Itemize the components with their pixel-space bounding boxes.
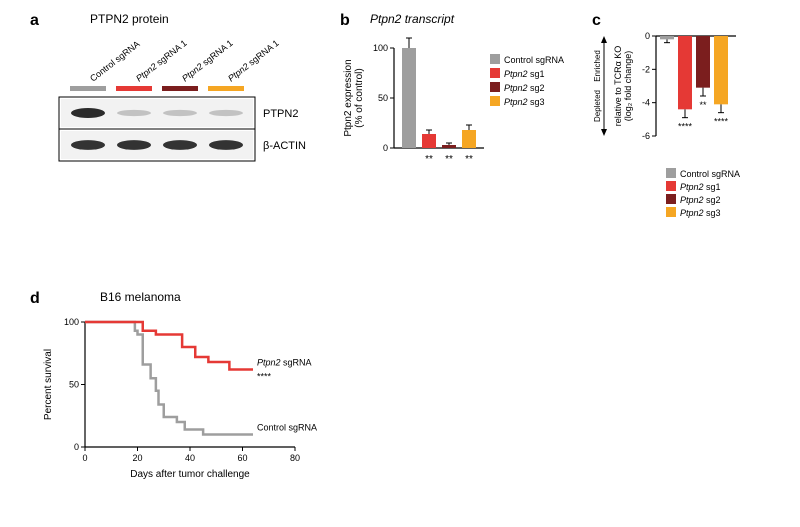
legend-label: Ptpn2 sg1 (504, 69, 545, 79)
bar (678, 36, 692, 109)
bar (696, 36, 710, 88)
legend-swatch (666, 194, 676, 204)
svg-text:40: 40 (185, 453, 195, 463)
svg-text:50: 50 (378, 93, 388, 103)
legend-swatch (666, 168, 676, 178)
svg-text:Enriched: Enriched (593, 50, 602, 82)
legend-label: Control sgRNA (680, 169, 740, 179)
legend-label: Ptpn2 sg2 (680, 195, 721, 205)
legend-swatch (666, 207, 676, 217)
svg-text:80: 80 (290, 453, 300, 463)
panel-d-xlabel: Days after tumor challenge (130, 469, 250, 480)
svg-text:-4: -4 (642, 98, 650, 108)
panel-d-label: d (30, 290, 40, 308)
bar (422, 134, 436, 148)
lane-label: Ptpn2 sgRNA 1 (226, 38, 281, 84)
legend-swatch (490, 96, 500, 106)
panel-b-label: b (340, 12, 350, 30)
series-label: Control sgRNA (257, 423, 317, 433)
panel-d-chart: 0 20 40 60 80 0 50 100 Days after tumor challeng… (35, 308, 355, 508)
bar (462, 130, 476, 148)
svg-text:100: 100 (64, 317, 79, 327)
lane-label: Control sgRNA (88, 39, 141, 84)
svg-text:100: 100 (373, 43, 388, 53)
sig-label: ** (699, 100, 707, 110)
sig-label: **** (714, 117, 729, 127)
blot-row-label: PTPN2 (263, 108, 298, 120)
svg-text:0: 0 (645, 31, 650, 41)
series-label: Ptpn2 sgRNA (257, 358, 312, 368)
bar (714, 36, 728, 104)
legend-swatch (490, 54, 500, 64)
legend-swatch (666, 181, 676, 191)
legend-label: Ptpn2 sg3 (504, 97, 545, 107)
panel-b-chart: 0 50 100 Ptpn2 expression(% of control) ** **… (340, 30, 580, 210)
svg-text:0: 0 (383, 143, 388, 153)
svg-text:0: 0 (74, 442, 79, 452)
legend-swatch (490, 68, 500, 78)
sig-label: **** (678, 122, 693, 132)
legend-label: Control sgRNA (504, 55, 564, 65)
legend-swatch (490, 82, 500, 92)
svg-text:Depleted: Depleted (593, 90, 602, 122)
sig-label: ** (425, 154, 433, 165)
svg-text:0: 0 (82, 453, 87, 463)
panel-c-chart: -6 -4 -2 0 Enriched Depleted relative to TCRα … (590, 20, 800, 240)
legend-label: Ptpn2 sg1 (680, 182, 721, 192)
bar (402, 48, 416, 148)
survival-line (85, 322, 253, 435)
sig-label: **** (257, 372, 272, 382)
svg-text:60: 60 (237, 453, 247, 463)
survival-line (85, 322, 253, 370)
panel-d-title: B16 melanoma (100, 290, 181, 304)
legend-label: Ptpn2 sg3 (680, 208, 721, 218)
svg-text:-2: -2 (642, 64, 650, 74)
sig-label: ** (445, 154, 453, 165)
bar (442, 145, 456, 148)
panel-a-blot: Control sgRNAPtpn2 sgRNA 1Ptpn2 sgRNA 1P… (35, 28, 345, 188)
panel-b-ylabel: Ptpn2 expression(% of control) (343, 59, 365, 136)
svg-text:50: 50 (69, 380, 79, 390)
blot-row-label: β-ACTIN (263, 140, 306, 152)
bar (660, 36, 674, 39)
panel-a-title: PTPN2 protein (90, 12, 169, 26)
svg-text:20: 20 (132, 453, 142, 463)
panel-c-ylabel: relative to TCRα KO(log₂ fold change) (613, 46, 633, 127)
sig-label: ** (465, 154, 473, 165)
panel-b-title: Ptpn2 transcript (370, 12, 454, 26)
svg-text:-6: -6 (642, 131, 650, 141)
panel-d-ylabel: Percent survival (43, 349, 54, 420)
legend-label: Ptpn2 sg2 (504, 83, 545, 93)
